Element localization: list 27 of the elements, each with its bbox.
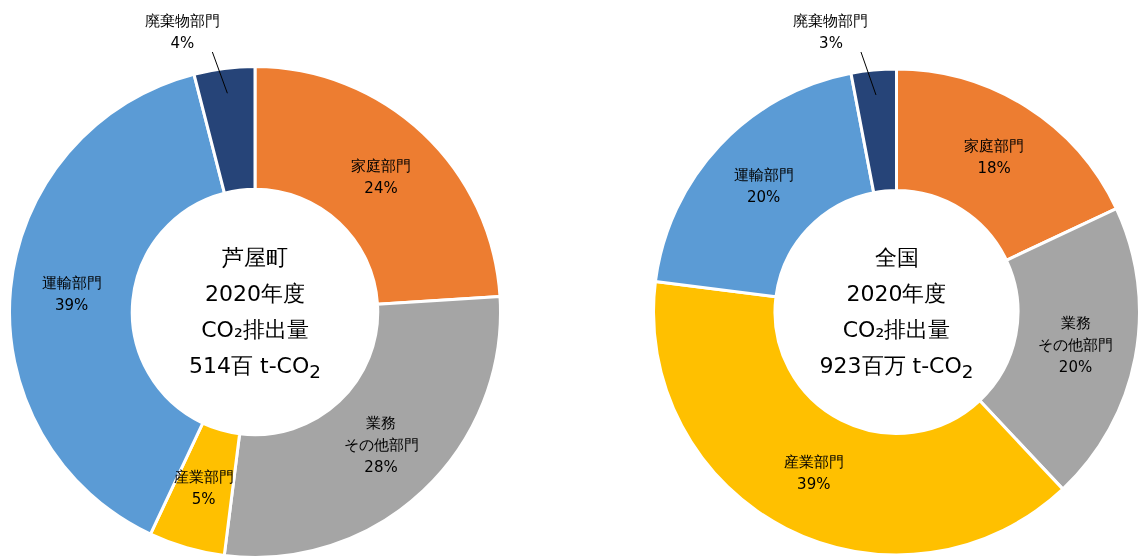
data-label: 4%	[170, 33, 195, 52]
text: 2020年度	[205, 281, 305, 306]
data-label: 39%	[55, 295, 89, 314]
text: 全国	[873, 244, 920, 272]
text: 923百万 t-CO$_{2}$	[819, 353, 974, 383]
slice-label: 廃棄物部門	[144, 11, 220, 30]
slice-label: 業務その他部門	[343, 414, 419, 455]
data-label: 28%	[364, 458, 398, 477]
data-label: 20%	[746, 188, 781, 207]
data-label: 24%	[364, 178, 398, 197]
data-label: 39%	[797, 475, 831, 494]
data-label: 20%	[1058, 358, 1093, 377]
text: CO₂排出量	[200, 316, 310, 344]
slice-label: 廃棄物部門	[793, 11, 869, 30]
slice-label: 運輸部門	[733, 166, 794, 185]
text: CO₂排出量	[842, 317, 951, 342]
text: 芦屋町	[222, 245, 288, 270]
text: 514百 t-CO$_{2}$	[188, 352, 322, 385]
slice-label: 業務その他部門	[1038, 314, 1114, 355]
slice-label: 家庭部門	[964, 137, 1025, 156]
data-label: 5%	[191, 489, 216, 508]
data-label: 3%	[819, 33, 843, 52]
slice-label: 産業部門	[783, 453, 844, 472]
text: 2020年度	[845, 280, 948, 308]
data-label: 18%	[977, 159, 1011, 178]
slice-label: 家庭部門	[351, 156, 412, 175]
slice-label: 運輸部門	[41, 273, 102, 292]
